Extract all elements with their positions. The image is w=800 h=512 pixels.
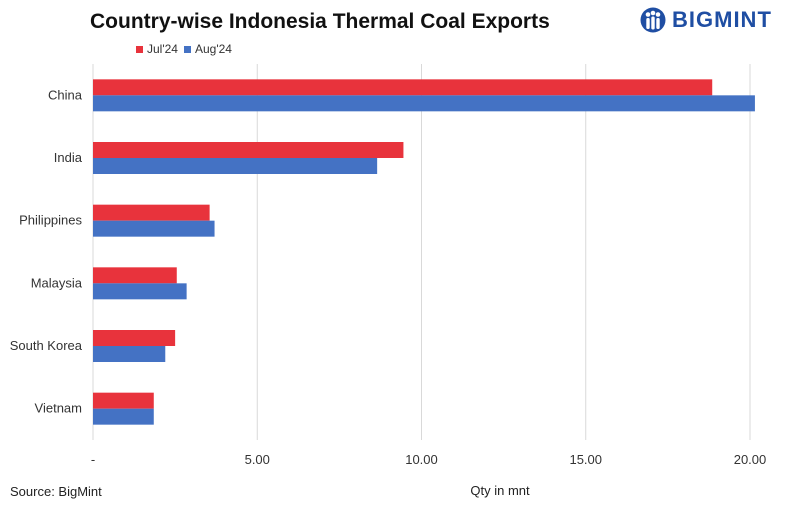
chart-legend: Jul'24 Aug'24: [136, 42, 238, 56]
category-label-0: China: [48, 87, 83, 102]
category-label-2: Philippines: [19, 213, 82, 228]
brand-logo: BIGMINT: [640, 5, 772, 35]
x-tick-label-4: 20.00: [734, 452, 767, 467]
chart-title: Country-wise Indonesia Thermal Coal Expo…: [90, 10, 550, 33]
bar-jul-1: [93, 142, 404, 158]
legend-item-aug: Aug'24: [183, 42, 232, 56]
legend-label-aug: Aug'24: [194, 42, 232, 56]
bar-aug-1: [93, 158, 378, 174]
bar-jul-5: [93, 392, 154, 409]
bar-jul-0: [93, 79, 713, 96]
bar-aug-0: [93, 95, 755, 112]
bar-aug-3: [93, 283, 187, 300]
bar-aug-2: [93, 220, 215, 237]
legend-label-jul: Jul'24: [147, 42, 178, 56]
x-tick-label-1: 5.00: [245, 452, 270, 467]
x-tick-label-0: -: [91, 452, 95, 467]
category-label-3: Malaysia: [31, 275, 83, 290]
category-label-5: Vietnam: [35, 401, 82, 416]
category-label-1: India: [54, 150, 83, 165]
bigmint-logo-icon: [640, 7, 666, 33]
source-note: Source: BigMint: [10, 484, 102, 499]
x-axis-title: Qty in mnt: [470, 483, 530, 498]
bar-aug-4: [93, 346, 166, 362]
legend-item-jul: Jul'24: [136, 42, 178, 56]
x-tick-label-2: 10.00: [405, 452, 438, 467]
bar-jul-4: [93, 330, 176, 346]
bar-aug-5: [93, 408, 154, 425]
x-tick-label-3: 15.00: [569, 452, 602, 467]
category-label-4: South Korea: [10, 338, 83, 353]
bar-jul-2: [93, 204, 210, 221]
legend-swatch-aug: [183, 45, 191, 53]
legend-swatch-jul: [136, 45, 143, 53]
brand-name: BIGMINT: [672, 7, 772, 32]
bar-jul-3: [93, 267, 177, 284]
